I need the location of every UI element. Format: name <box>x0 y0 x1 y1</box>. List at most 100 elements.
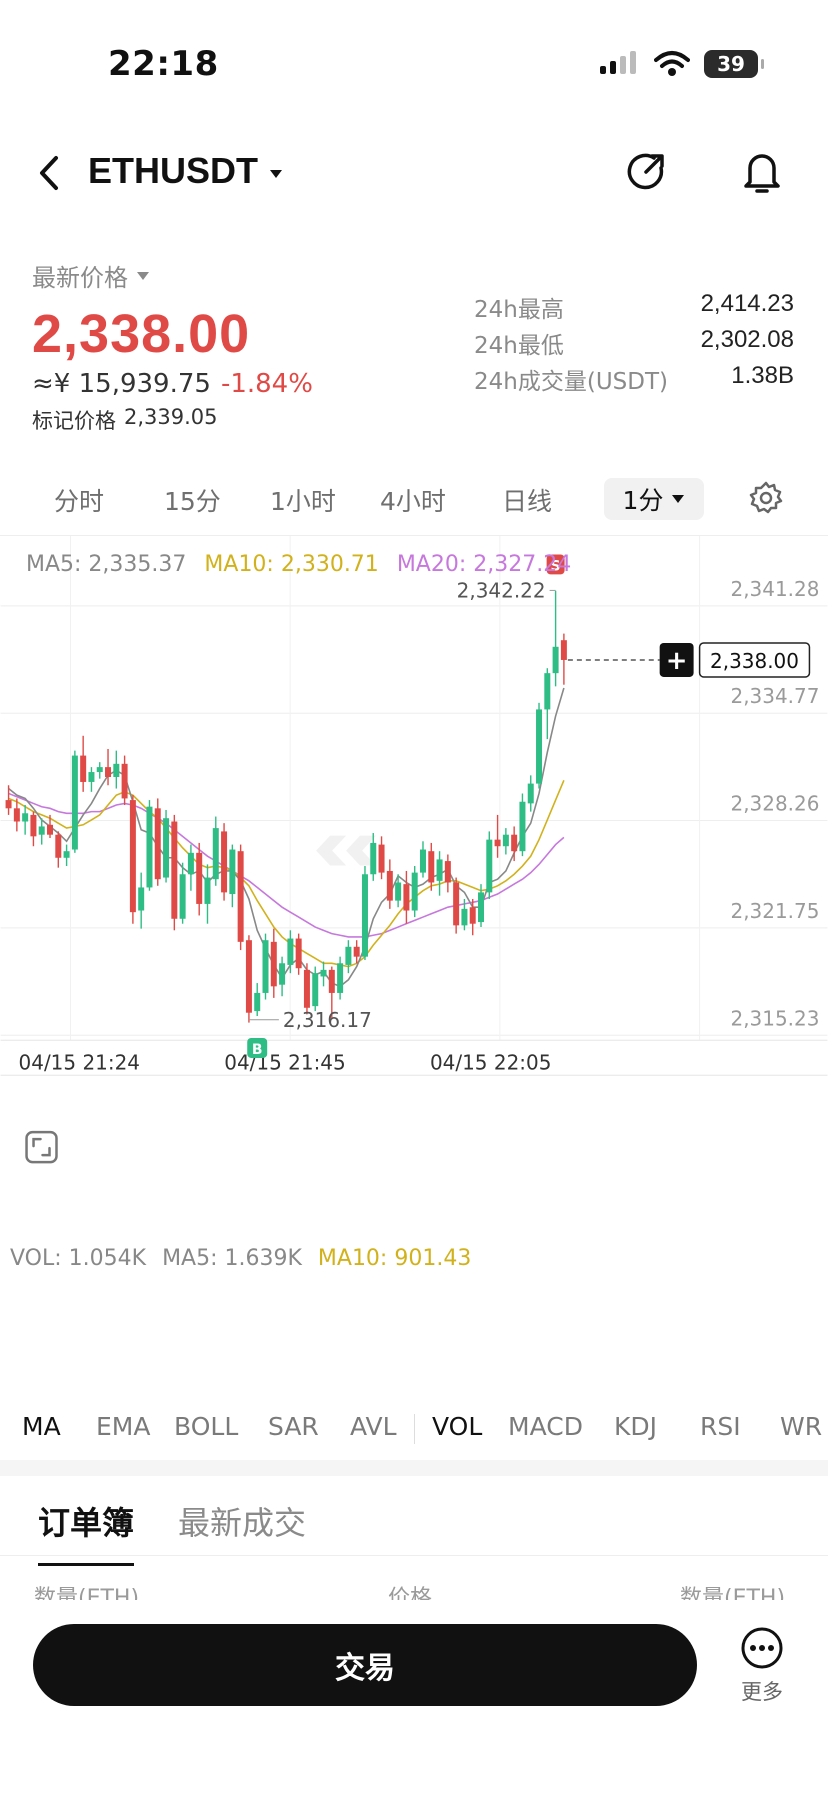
candle-body <box>279 963 286 985</box>
candle-body <box>560 640 567 660</box>
more-dots-icon <box>741 1627 783 1669</box>
stat-value: 2,414.23 <box>700 290 794 317</box>
candle-body <box>96 767 103 773</box>
candle-body <box>22 813 29 822</box>
chart-annotations: 2,342.22 2,316.17 S B + 2,338.00 <box>247 554 811 1058</box>
bottom-bar: 交易 更多 <box>0 1600 828 1801</box>
y-tick-label: 2,334.77 <box>730 684 819 708</box>
bell-icon[interactable] <box>740 148 784 196</box>
candle-body <box>337 963 344 993</box>
candle-body <box>229 849 236 895</box>
indicator-vol[interactable]: VOL <box>432 1412 483 1441</box>
caret-down-icon <box>672 495 685 503</box>
x-tick-label: 04/15 21:45 <box>224 1050 345 1074</box>
kline-chart[interactable]: 2,341.28 2,334.77 2,328.26 2,321.75 2,315.23… <box>0 535 828 1255</box>
indicator-ema[interactable]: EMA <box>96 1412 151 1441</box>
indicator-tabs: MA EMA BOLL SAR AVL VOL MACD KDJ RSI WR <box>0 1408 828 1452</box>
timeframe-tabs: 分时 15分 1小时 4小时 日线 1分 <box>0 478 828 522</box>
candle-body <box>428 851 435 883</box>
candle-body <box>320 969 327 977</box>
cellular-signal-icon <box>600 51 636 74</box>
candle-body <box>146 806 153 888</box>
price-type-label: 最新价格 <box>32 264 128 292</box>
trade-button[interactable]: 交易 <box>33 1624 697 1706</box>
timeframe-dropdown[interactable]: 1分 <box>604 478 704 520</box>
candle-body <box>386 870 393 901</box>
crosshair-button <box>659 642 694 677</box>
share-icon[interactable] <box>624 150 668 194</box>
candle-body <box>237 851 244 942</box>
indicator-avl[interactable]: AVL <box>350 1412 397 1441</box>
indicator-boll[interactable]: BOLL <box>174 1412 239 1441</box>
candle-body <box>105 767 112 778</box>
indicator-sar[interactable]: SAR <box>268 1412 319 1441</box>
tab-timeframe-line[interactable]: 分时 <box>54 487 105 516</box>
candle-body <box>353 946 360 957</box>
ma-legend: MA5: 2,335.37 MA10: 2,330.71 MA20: 2,327… <box>26 552 571 577</box>
y-tick-label: 2,328.26 <box>730 792 819 816</box>
x-axis-ticks: 04/15 21:24 04/15 21:45 04/15 22:05 <box>19 1050 552 1074</box>
status-indicators: 39 <box>600 50 764 78</box>
candle-body <box>312 973 319 1007</box>
timeframe-active-label: 1分 <box>622 486 664 515</box>
caret-down-icon[interactable] <box>268 168 284 180</box>
market-tabs: 订单簿 最新成交 <box>0 1476 828 1566</box>
tab-latest-trades[interactable]: 最新成交 <box>178 1504 307 1542</box>
current-price-label: 2,338.00 <box>710 649 799 673</box>
chart-settings-icon[interactable] <box>748 480 784 516</box>
indicator-macd[interactable]: MACD <box>508 1412 583 1441</box>
candle-body <box>63 851 70 858</box>
tab-timeframe-4h[interactable]: 4小时 <box>380 487 446 516</box>
candle-body <box>154 808 161 880</box>
expand-icon[interactable] <box>25 1130 58 1164</box>
status-time: 22:18 <box>108 44 219 84</box>
chart-grid <box>0 536 828 1076</box>
candle-body <box>370 842 377 875</box>
candle-body <box>328 969 335 993</box>
ma10-legend: MA10: 2,330.71 <box>204 552 379 577</box>
volume-legend: VOL: 1.054K MA5: 1.639K MA10: 901.43 <box>10 1246 471 1271</box>
header: ETHUSDT <box>0 140 828 210</box>
indicator-ma[interactable]: MA <box>22 1412 61 1441</box>
buy-marker <box>247 1037 268 1058</box>
change-percent: -1.84% <box>220 369 313 399</box>
candle-body <box>129 800 136 913</box>
stat-value: 2,302.08 <box>700 326 794 353</box>
ma20-line <box>8 792 565 938</box>
candle-body <box>163 818 170 878</box>
candle-body <box>419 849 426 873</box>
candle-body <box>287 938 294 965</box>
indicator-rsi[interactable]: RSI <box>700 1412 741 1441</box>
tab-timeframe-15m[interactable]: 15分 <box>164 487 221 516</box>
stat-volume: 24h成交量(USDT) 1.38B <box>474 362 794 398</box>
back-arrow-icon[interactable] <box>30 148 70 198</box>
candle-body <box>544 673 551 710</box>
price-type-selector[interactable]: 最新价格 <box>32 258 492 293</box>
candle-body <box>30 814 37 837</box>
candle-body <box>295 938 302 969</box>
stat-high: 24h最高 2,414.23 <box>474 290 794 326</box>
candle-body <box>494 839 501 847</box>
indicator-wr[interactable]: WR <box>780 1412 823 1441</box>
tab-timeframe-1d[interactable]: 日线 <box>502 487 553 516</box>
stat-label: 24h成交量(USDT) <box>474 369 668 395</box>
mark-price-row: 标记价格 2,339.05 <box>32 405 492 435</box>
candle-body <box>71 755 78 850</box>
tab-timeframe-1h[interactable]: 1小时 <box>270 487 336 516</box>
mark-price-label: 标记价格 <box>32 409 116 433</box>
tab-orderbook[interactable]: 订单簿 <box>38 1498 135 1566</box>
ma-lines <box>8 687 565 988</box>
candle-body <box>378 844 385 873</box>
candle-body <box>254 992 261 1012</box>
candle-body <box>478 892 485 923</box>
caret-down-icon <box>137 271 149 280</box>
indicator-kdj[interactable]: KDJ <box>614 1412 658 1441</box>
pair-selector[interactable]: ETHUSDT <box>88 150 258 191</box>
candle-body <box>486 839 493 893</box>
candle-body <box>245 940 252 1013</box>
y-axis-ticks: 2,341.28 2,334.77 2,328.26 2,321.75 2,315.23 <box>730 577 819 1030</box>
buy-marker-label: B <box>252 1042 263 1058</box>
more-button[interactable]: 更多 <box>732 1626 792 1706</box>
candle-body <box>13 808 20 822</box>
current-price-tag <box>698 642 811 678</box>
